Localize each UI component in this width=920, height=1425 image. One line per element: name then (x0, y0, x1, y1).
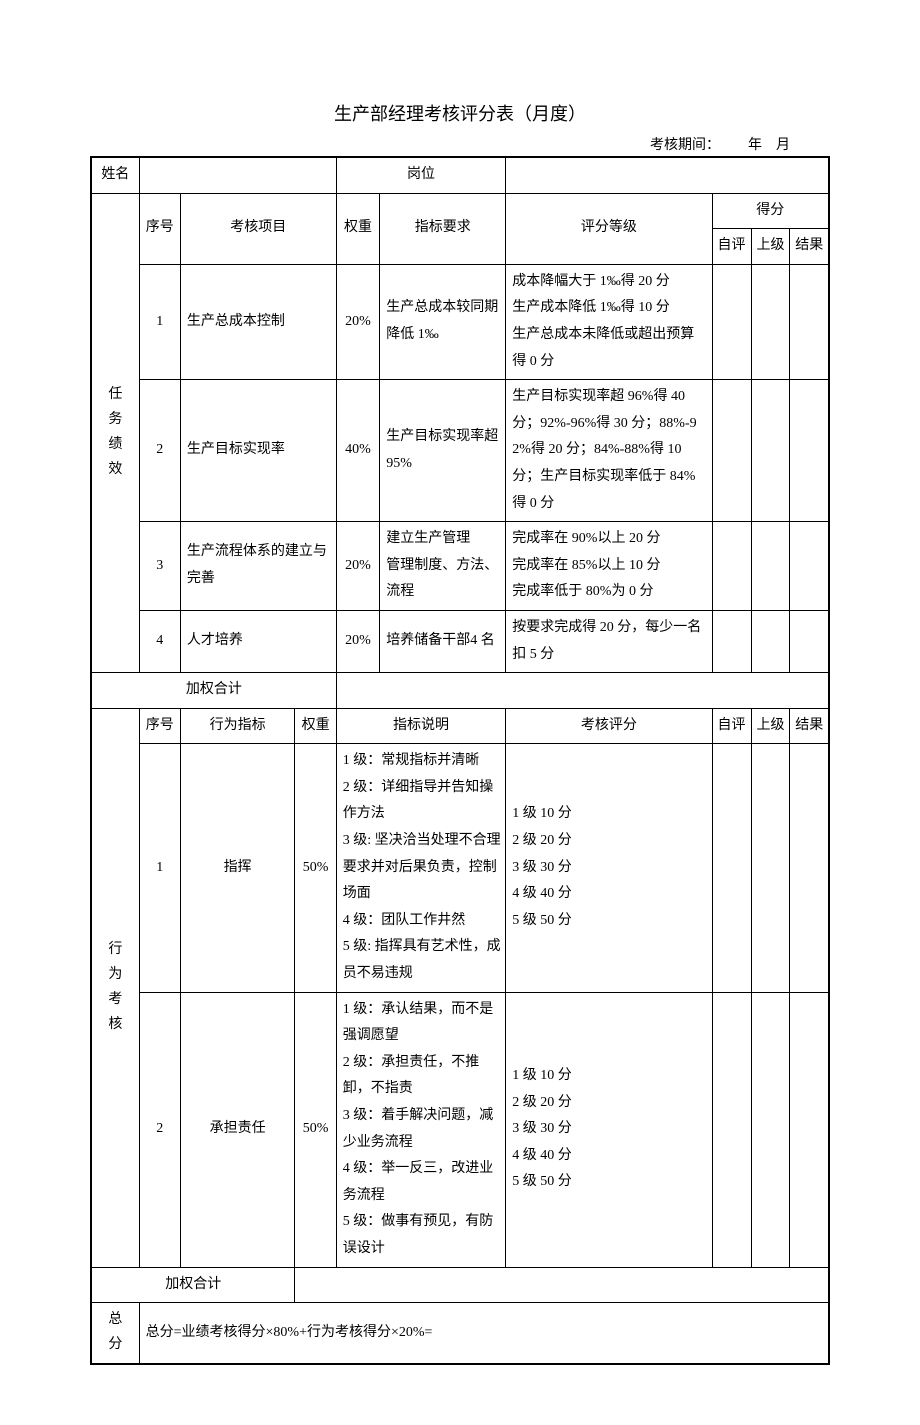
task-weight: 20% (336, 264, 380, 379)
behavior-sup (751, 744, 790, 992)
total-formula: 总分=业绩考核得分×80%+行为考核得分×20%= (139, 1303, 829, 1364)
task-grade: 成本降幅大于 1‰得 20 分生产成本降低 1‰得 10 分生产总成本未降低或超… (506, 264, 712, 379)
task-result (790, 610, 829, 672)
behavior-sup (751, 992, 790, 1267)
behavior-weight-label: 权重 (295, 708, 336, 744)
task-requirement: 生产目标实现率超 95% (380, 380, 506, 522)
behavior-row: 1 指挥 50% 1 级：常规指标并清晰2 级：详细指导并告知操作方法3 级: … (91, 744, 829, 992)
behavior-self (712, 992, 751, 1267)
behavior-self-label: 自评 (712, 708, 751, 744)
task-self (712, 380, 751, 522)
task-weight: 40% (336, 380, 380, 522)
behavior-result-label: 结果 (790, 708, 829, 744)
behavior-item-label: 行为指标 (180, 708, 295, 744)
task-weight: 20% (336, 610, 380, 672)
position-value (506, 157, 829, 193)
task-self (712, 522, 751, 611)
page: 生产部经理考核评分表（月度） 考核期间： 年 月 姓名 岗位 (0, 0, 920, 1425)
behavior-result (790, 744, 829, 992)
task-result-label: 结果 (790, 229, 829, 265)
evaluation-table: 姓名 岗位 任务绩效 序号 考核项目 权重 指标要求 评分等级 得分 自评 上级… (90, 156, 830, 1365)
total-vertical-label: 总分 (91, 1303, 139, 1364)
period-line: 考核期间： 年 月 (90, 134, 830, 154)
behavior-result (790, 992, 829, 1267)
task-no: 1 (139, 264, 180, 379)
task-result (790, 264, 829, 379)
behavior-grade: 1 级 10 分2 级 20 分3 级 30 分4 级 40 分5 级 50 分 (506, 992, 712, 1267)
task-no: 3 (139, 522, 180, 611)
task-self (712, 264, 751, 379)
task-row: 4 人才培养 20% 培养储备干部4 名 按要求完成得 20 分，每少一名扣 5… (91, 610, 829, 672)
task-grade: 完成率在 90%以上 20 分完成率在 85%以上 10 分完成率低于 80%为… (506, 522, 712, 611)
task-header-row-1: 任务绩效 序号 考核项目 权重 指标要求 评分等级 得分 (91, 193, 829, 229)
behavior-grade-label: 考核评分 (506, 708, 712, 744)
task-item: 生产流程体系的建立与完善 (180, 522, 336, 611)
task-seq-label: 序号 (139, 193, 180, 264)
task-sup (751, 264, 790, 379)
page-title: 生产部经理考核评分表（月度） (90, 100, 830, 126)
task-weighted-total-row: 加权合计 (91, 673, 829, 709)
task-grade: 按要求完成得 20 分，每少一名扣 5 分 (506, 610, 712, 672)
task-result (790, 380, 829, 522)
task-score-label: 得分 (712, 193, 829, 229)
behavior-no: 1 (139, 744, 180, 992)
behavior-sup-label: 上级 (751, 708, 790, 744)
behavior-weighted-total-row: 加权合计 (91, 1267, 829, 1303)
task-weighted-total-label: 加权合计 (91, 673, 336, 709)
position-label: 岗位 (336, 157, 506, 193)
task-weight-label: 权重 (336, 193, 380, 264)
table-header-row: 姓名 岗位 (91, 157, 829, 193)
task-grade-label: 评分等级 (506, 193, 712, 264)
behavior-weight: 50% (295, 992, 336, 1267)
task-requirement: 培养储备干部4 名 (380, 610, 506, 672)
behavior-weighted-total-value (295, 1267, 829, 1303)
behavior-self (712, 744, 751, 992)
total-row: 总分 总分=业绩考核得分×80%+行为考核得分×20%= (91, 1303, 829, 1364)
behavior-header-row: 行为考核 序号 行为指标 权重 指标说明 考核评分 自评 上级 结果 (91, 708, 829, 744)
behavior-vertical-label: 行为考核 (91, 708, 139, 1267)
behavior-row: 2 承担责任 50% 1 级：承认结果，而不是强调愿望2 级：承担责任，不推卸，… (91, 992, 829, 1267)
name-value (139, 157, 336, 193)
behavior-weighted-total-label: 加权合计 (91, 1267, 295, 1303)
task-self (712, 610, 751, 672)
behavior-no: 2 (139, 992, 180, 1267)
task-item: 生产总成本控制 (180, 264, 336, 379)
task-row: 1 生产总成本控制 20% 生产总成本较同期降低 1‰ 成本降幅大于 1‰得 2… (91, 264, 829, 379)
task-self-label: 自评 (712, 229, 751, 265)
name-label: 姓名 (91, 157, 139, 193)
behavior-desc: 1 级：常规指标并清晰2 级：详细指导并告知操作方法3 级: 坚决洽当处理不合理… (336, 744, 506, 992)
behavior-desc-label: 指标说明 (336, 708, 506, 744)
task-sup (751, 380, 790, 522)
behavior-desc: 1 级：承认结果，而不是强调愿望2 级：承担责任，不推卸，不指责3 级：着手解决… (336, 992, 506, 1267)
task-row: 3 生产流程体系的建立与完善 20% 建立生产管理管理制度、方法、流程 完成率在… (91, 522, 829, 611)
task-weight: 20% (336, 522, 380, 611)
behavior-grade: 1 级 10 分2 级 20 分3 级 30 分4 级 40 分5 级 50 分 (506, 744, 712, 992)
task-weighted-total-value (336, 673, 829, 709)
task-requirement: 建立生产管理管理制度、方法、流程 (380, 522, 506, 611)
behavior-item: 指挥 (180, 744, 295, 992)
task-no: 2 (139, 380, 180, 522)
period-prefix: 考核期间： (650, 138, 720, 153)
task-grade: 生产目标实现率超 96%得 40 分；92%-96%得 30 分；88%-92%… (506, 380, 712, 522)
task-sup (751, 522, 790, 611)
task-row: 2 生产目标实现率 40% 生产目标实现率超 95% 生产目标实现率超 96%得… (91, 380, 829, 522)
behavior-weight: 50% (295, 744, 336, 992)
task-no: 4 (139, 610, 180, 672)
task-sup (751, 610, 790, 672)
task-result (790, 522, 829, 611)
task-vertical-label: 任务绩效 (91, 193, 139, 673)
period-month: 月 (776, 138, 790, 153)
behavior-seq-label: 序号 (139, 708, 180, 744)
task-item-label: 考核项目 (180, 193, 336, 264)
period-year: 年 (748, 138, 762, 153)
behavior-item: 承担责任 (180, 992, 295, 1267)
task-requirement: 生产总成本较同期降低 1‰ (380, 264, 506, 379)
task-sup-label: 上级 (751, 229, 790, 265)
task-req-label: 指标要求 (380, 193, 506, 264)
task-item: 生产目标实现率 (180, 380, 336, 522)
task-item: 人才培养 (180, 610, 336, 672)
